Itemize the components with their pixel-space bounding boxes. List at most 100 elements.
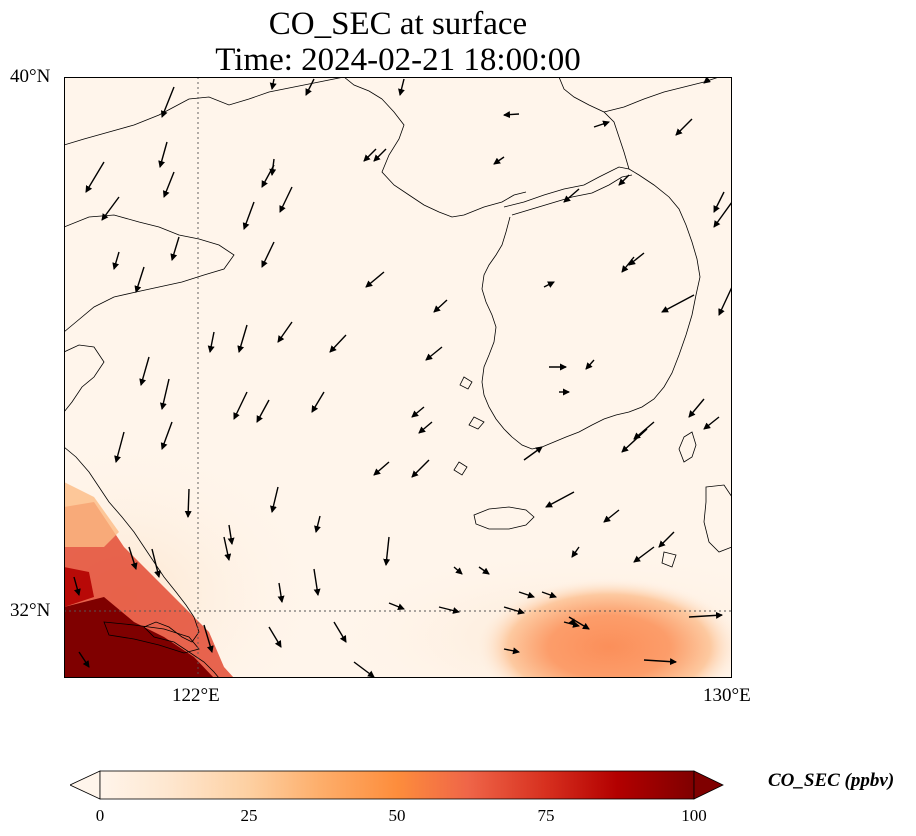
wind-arrow — [114, 431, 125, 463]
wind-arrow — [162, 171, 175, 198]
wind-arrow — [563, 188, 580, 203]
map-frame — [64, 77, 732, 678]
wind-arrow — [160, 421, 173, 450]
wind-arrow — [365, 271, 385, 288]
wind-arrow — [643, 658, 677, 666]
wind-arrow — [433, 299, 448, 313]
wind-arrow — [329, 334, 347, 353]
wind-arrow — [170, 236, 180, 261]
wind-arrow — [373, 148, 387, 162]
gridlines — [64, 77, 732, 678]
wind-arrow — [411, 406, 425, 418]
wind-arrow — [718, 286, 732, 316]
wind-arrow — [688, 398, 705, 418]
wind-arrow — [603, 509, 620, 523]
wind-arrow — [658, 531, 675, 548]
plume-southwest-coast-high — [64, 597, 214, 678]
wind-arrow — [398, 78, 405, 96]
colorbar-tick-75: 75 — [537, 806, 555, 825]
lon-label-130e: 130°E — [703, 685, 751, 706]
map-canvas — [64, 77, 732, 678]
colorbar-graphic — [69, 770, 724, 800]
wind-arrow — [269, 486, 279, 513]
wind-arrow — [313, 568, 321, 596]
wind-arrow — [134, 266, 145, 293]
wind-arrow — [675, 118, 693, 136]
wind-arrow — [128, 546, 138, 570]
colorbar-body — [99, 770, 695, 800]
wind-arrow — [158, 141, 168, 168]
wind-arrow — [568, 616, 590, 630]
plume-southeast-sea — [474, 577, 732, 678]
wind-arrow — [184, 488, 192, 518]
concentration-field — [64, 437, 732, 678]
wind-arrow — [453, 566, 463, 575]
wind-arrow — [438, 606, 460, 614]
wind-arrow — [261, 164, 275, 188]
wind-arrow — [418, 421, 433, 434]
wind-arrow — [305, 78, 315, 96]
wind-arrow — [363, 148, 377, 162]
wind-arrow — [73, 576, 81, 596]
wind-arrow — [661, 294, 695, 313]
wind-arrow — [593, 120, 610, 128]
map-title: CO_SEC at surface — [268, 6, 528, 42]
wind-arrow — [478, 566, 490, 575]
wind-arrow — [543, 281, 555, 288]
wind-arrow — [78, 651, 90, 668]
wind-arrow — [207, 331, 215, 353]
wind-arrow — [311, 391, 325, 413]
wind-arrow — [353, 661, 375, 678]
wind-arrow — [633, 546, 655, 563]
wind-arrow — [518, 591, 535, 599]
map-time: Time: 2024-02-21 18:00:00 — [215, 42, 581, 78]
wind-arrow — [112, 251, 120, 270]
wind-arrow — [383, 536, 391, 566]
wind-arrow — [85, 161, 105, 193]
wind-arrow — [101, 196, 120, 221]
colorbar — [69, 770, 724, 800]
wind-arrow — [388, 602, 405, 611]
wind-arrow — [139, 356, 150, 386]
wind-arrow — [493, 156, 505, 165]
colorbar-tick-0: 0 — [95, 806, 105, 825]
wind-arrow — [563, 621, 580, 628]
wind-arrow — [269, 78, 277, 90]
wind-arrow — [713, 201, 732, 228]
wind-arrow — [703, 416, 720, 430]
wind-arrow — [688, 611, 723, 619]
wind-arrow — [503, 647, 520, 655]
wind-arrow — [160, 86, 175, 118]
wind-arrow — [261, 241, 275, 268]
colorbar-extend-min — [69, 770, 101, 800]
wind-arrow — [242, 201, 255, 230]
wind-arrow — [703, 77, 711, 84]
lat-label-40n: 40°N — [10, 66, 51, 87]
wind-arrow — [277, 321, 293, 343]
plume-southwest-coast-mid-edge — [64, 482, 119, 547]
wind-arrow — [503, 606, 525, 615]
wind-arrow — [571, 546, 580, 558]
wind-arrow — [227, 524, 235, 545]
wind-arrow — [373, 461, 390, 476]
colorbar-tick-50: 50 — [388, 806, 406, 825]
lat-label-32n: 32°N — [10, 600, 51, 621]
map-panel — [64, 77, 732, 678]
wind-arrow — [237, 324, 248, 353]
wind-arrow — [279, 186, 293, 213]
wind-arrow — [411, 459, 430, 478]
wind-arrow — [314, 515, 321, 533]
colorbar-tick-25: 25 — [240, 806, 258, 825]
wind-arrow — [223, 536, 232, 561]
wind-arrow — [425, 346, 443, 361]
wind-arrow — [159, 378, 170, 410]
wind-arrow — [503, 111, 520, 119]
wind-arrow — [268, 626, 282, 648]
wind-vectors — [73, 77, 732, 678]
wind-arrow — [333, 621, 347, 643]
wind-arrow — [151, 548, 161, 578]
colorbar-extend-max — [693, 770, 724, 800]
lon-label-122e: 122°E — [172, 685, 220, 706]
wind-arrow — [203, 624, 214, 653]
plume-southwest-coast-high2 — [64, 567, 94, 607]
